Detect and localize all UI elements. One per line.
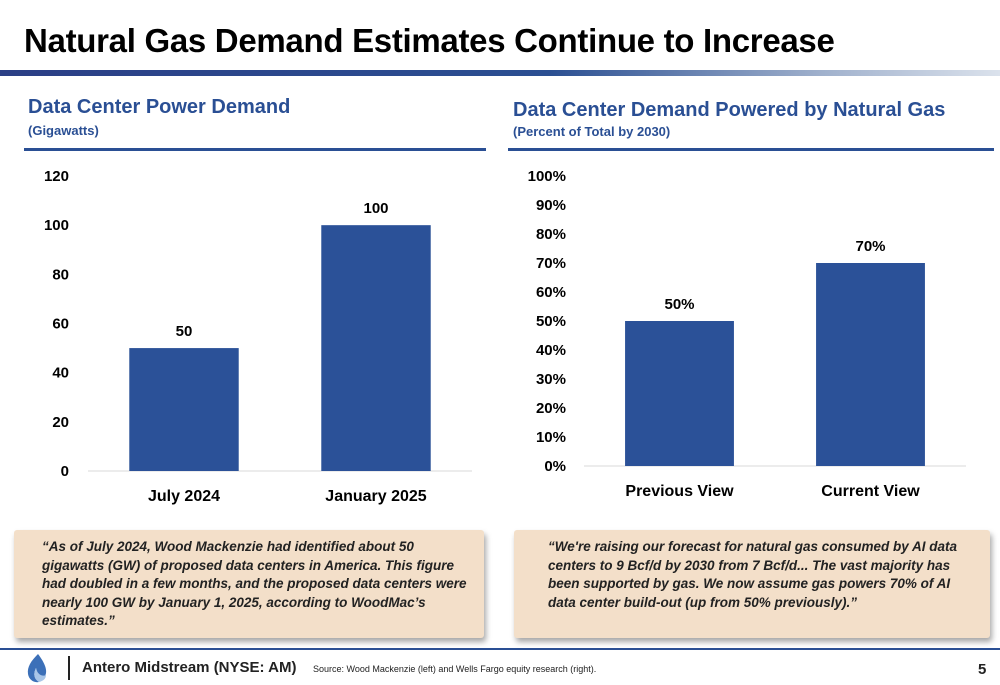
left-y-tick-label: 60 xyxy=(52,316,69,333)
left-bar xyxy=(129,348,239,471)
left-y-tick-label: 40 xyxy=(52,365,69,382)
right-panel-rule xyxy=(508,148,994,151)
left-y-tick-label: 20 xyxy=(52,414,69,431)
left-y-tick-label: 0 xyxy=(61,463,69,480)
page-title: Natural Gas Demand Estimates Continue to… xyxy=(24,22,835,59)
footer-source-note: Source: Wood Mackenzie (left) and Wells … xyxy=(313,664,597,674)
left-panel-subtitle: (Gigawatts) xyxy=(28,123,99,138)
title-divider xyxy=(0,70,1000,76)
footer-company-name: Antero Midstream (NYSE: AM) xyxy=(82,659,297,676)
left-data-label: 50 xyxy=(176,323,193,340)
left-data-label: 100 xyxy=(363,200,388,217)
left-y-tick-label: 120 xyxy=(44,168,69,185)
left-category-label: January 2025 xyxy=(325,488,427,505)
footer-separator xyxy=(68,656,70,680)
left-y-tick-label: 100 xyxy=(44,217,69,234)
right-panel-title: Data Center Demand Powered by Natural Ga… xyxy=(513,99,946,121)
right-panel-subtitle: (Percent of Total by 2030) xyxy=(513,124,671,139)
left-panel-title: Data Center Power Demand xyxy=(28,96,291,118)
footer-divider xyxy=(0,648,1000,650)
left-bar xyxy=(321,225,431,471)
left-y-tick-label: 80 xyxy=(52,266,69,283)
left-quote-text: “As of July 2024, Wood Mackenzie had ide… xyxy=(42,539,467,628)
page-number: 5 xyxy=(978,661,987,678)
left-panel-rule xyxy=(24,148,486,151)
left-quote-box xyxy=(14,530,484,638)
flame-logo-icon xyxy=(27,654,47,683)
left-category-label: July 2024 xyxy=(148,488,220,505)
right-quote-box xyxy=(514,530,990,638)
right-quote-text: “We're raising our forecast for natural … xyxy=(548,539,958,610)
